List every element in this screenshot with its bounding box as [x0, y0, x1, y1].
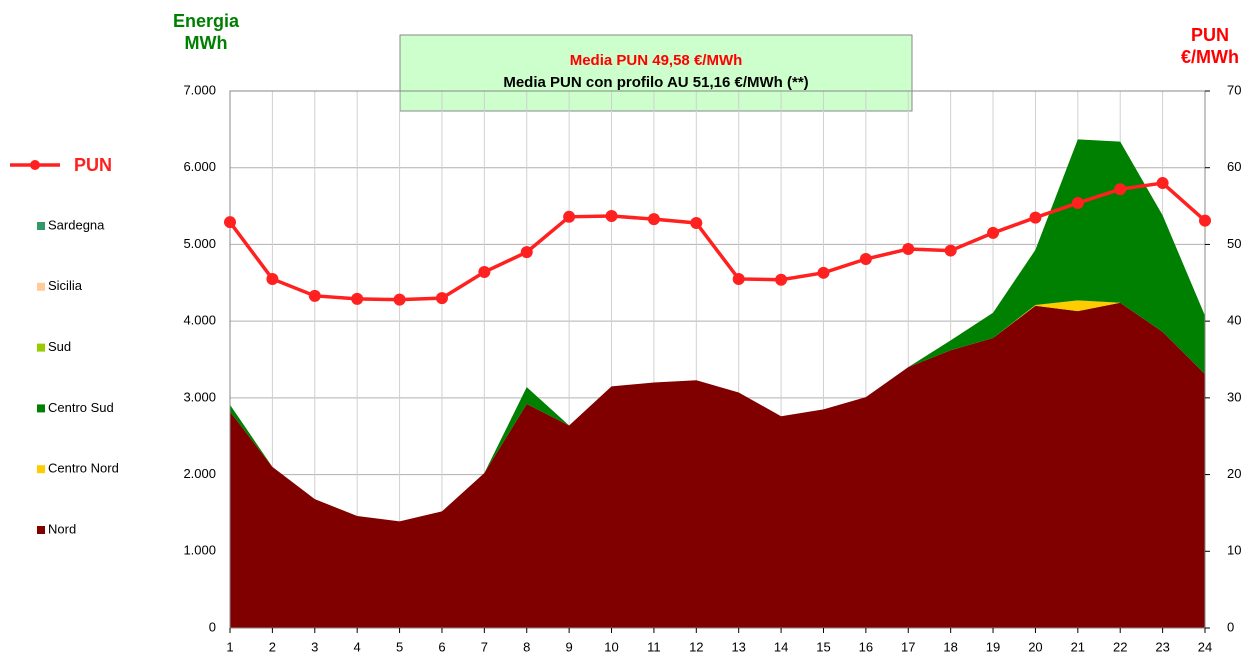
x-tick-label: 15	[816, 639, 830, 654]
legend-swatch	[37, 222, 45, 230]
legend-swatch	[37, 465, 45, 474]
x-tick-label: 1	[226, 639, 233, 654]
x-tick-label: 2	[269, 639, 276, 654]
line-marker	[690, 216, 703, 229]
x-tick-label: 23	[1155, 639, 1169, 654]
legend-marker	[30, 160, 40, 170]
legend-swatch	[37, 282, 45, 291]
x-tick-label: 24	[1198, 639, 1212, 654]
line-marker	[859, 253, 872, 266]
y2-tick-label: 50	[1227, 236, 1241, 251]
x-tick-label: 4	[354, 639, 361, 654]
x-tick-label: 20	[1028, 639, 1042, 654]
y2-tick-label: 60	[1227, 159, 1241, 174]
line-marker	[224, 216, 236, 229]
x-tick-label: 19	[986, 639, 1000, 654]
x-tick-label: 17	[901, 639, 915, 654]
x-tick-label: 8	[523, 639, 530, 654]
line-marker	[1029, 211, 1042, 224]
line-marker	[1114, 183, 1127, 196]
line-marker	[520, 246, 533, 259]
x-tick-label: 5	[396, 639, 403, 654]
legend-swatch	[37, 404, 45, 413]
line-marker	[605, 210, 618, 223]
y-tick-label: 2.000	[183, 466, 216, 481]
x-tick-label: 22	[1113, 639, 1127, 654]
legend-swatch	[37, 526, 45, 534]
legend-label: Sardegna	[48, 217, 105, 232]
x-tick-label: 6	[438, 639, 445, 654]
line-marker	[266, 272, 279, 285]
legend-label: Centro Nord	[48, 461, 119, 476]
line-marker	[1199, 214, 1211, 227]
y-axis-label: Energia	[173, 11, 240, 31]
y2-axis-label: €/MWh	[1181, 47, 1239, 67]
line	[228, 181, 1207, 302]
y2-tick-label: 10	[1227, 543, 1241, 558]
y-axis-label: MWh	[185, 33, 228, 53]
annotation: Media PUN 49,58 €/MWh	[570, 52, 743, 69]
x-tick-label: 18	[943, 639, 957, 654]
line-marker	[775, 273, 788, 286]
annotation: Media PUN con profilo AU 51,16 €/MWh (**…	[503, 74, 808, 91]
y-tick-label: 0	[209, 619, 216, 634]
y-tick-label: 5.000	[183, 236, 216, 251]
line-marker	[944, 244, 957, 257]
line-marker	[987, 226, 1000, 239]
y2-axis-label: PUN	[1191, 25, 1229, 45]
line-marker	[435, 292, 448, 305]
line-marker	[817, 266, 830, 279]
line-marker	[563, 210, 576, 223]
x-tick-label: 16	[859, 639, 873, 654]
annotation-box	[399, 34, 913, 112]
x-tick-label: 7	[481, 639, 488, 654]
legend-label: PUN	[74, 155, 112, 175]
y-tick-label: 1.000	[183, 543, 216, 558]
x-tick-label: 13	[731, 639, 745, 654]
legend-swatch	[37, 343, 45, 352]
y-tick-label: 6.000	[183, 159, 216, 174]
y2-tick-label: 40	[1227, 313, 1241, 328]
y2-tick-label: 20	[1227, 466, 1241, 481]
x-tick-label: 21	[1071, 639, 1085, 654]
line-marker	[902, 243, 915, 256]
y-tick-label: 4.000	[183, 313, 216, 328]
plot-frame	[229, 90, 1206, 629]
x-tick-label: 10	[604, 639, 618, 654]
legend-label: Sicilia	[48, 278, 83, 293]
x-tick-label: 11	[647, 639, 661, 654]
x-tick-label: 12	[689, 639, 703, 654]
y-tick-label: 3.000	[183, 389, 216, 404]
area	[230, 302, 1205, 628]
line-marker	[1156, 177, 1169, 190]
legend-label: Nord	[48, 521, 76, 536]
legend-label: Centro Sud	[48, 400, 114, 415]
x-tick-label: 14	[774, 639, 788, 654]
x-tick-label: 3	[311, 639, 318, 654]
line-marker	[1071, 197, 1084, 210]
line-marker	[647, 213, 660, 226]
line-marker	[308, 289, 321, 302]
y2-tick-label: 30	[1227, 389, 1241, 404]
legend-label: Sud	[48, 339, 71, 354]
line-marker	[393, 293, 406, 306]
line-marker	[478, 266, 491, 279]
area	[230, 139, 1205, 522]
line-marker	[732, 272, 745, 285]
y2-tick-label: 70	[1227, 82, 1241, 97]
y2-tick-label: 0	[1227, 619, 1234, 634]
line-marker	[351, 292, 364, 305]
x-tick-label: 9	[566, 639, 573, 654]
y-tick-label: 7.000	[183, 82, 216, 97]
